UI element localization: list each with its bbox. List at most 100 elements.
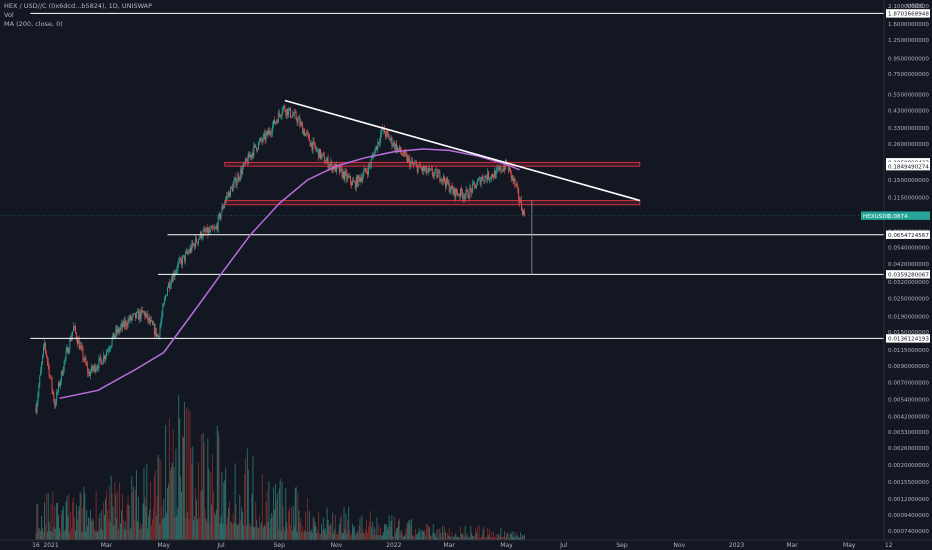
candle-body [90,371,91,376]
candle-body [270,133,272,135]
volume-bar [401,532,403,540]
volume-bar [50,503,52,540]
candle-body [523,210,525,216]
volume-bar [264,526,266,540]
time-tick-label: 12 [885,542,893,549]
volume-bar [429,527,430,540]
candle-body [100,356,102,360]
candle-body [279,114,281,117]
candle-body [522,209,523,215]
candle-body [147,313,149,321]
current-price-bg [861,211,930,220]
candle-body [162,306,164,316]
volume-bar [73,497,75,540]
volume-bar [518,537,520,540]
candle-body [298,118,300,120]
volume-bar [444,531,446,540]
candle-body [448,182,450,192]
time-axis[interactable]: 16 2021 Mar May Jul Sep Nov 2022 Mar May Jul Sep Nov… [32,542,893,549]
candle-body [234,177,236,181]
volume-bar [243,524,244,540]
volume-bar [54,505,56,540]
candle-body [438,171,440,173]
volume-bar [219,523,221,540]
volume-bar [365,529,367,540]
volume-bar [446,532,448,540]
volume-bar [158,458,160,540]
candle-body [381,128,383,135]
volume-bar [241,507,243,540]
candle-body [221,206,223,214]
candle-body [425,166,427,170]
volume-bar [195,488,197,540]
candle-body [249,155,251,158]
volume-bar [281,481,283,540]
volume-bar [176,515,178,540]
candle-body [387,132,389,136]
candle-body [136,311,138,313]
candle-body [367,165,369,175]
candle-body [471,188,473,193]
candle-body [463,196,465,199]
candle-body [296,119,298,123]
volume-bar [410,525,412,540]
candle-body [516,184,518,186]
volume-bar [318,511,320,540]
candle-body [174,273,176,277]
candle-body [160,321,162,327]
candle-body [297,118,299,123]
candle-body [229,192,230,197]
candle-body [437,172,439,178]
volume-bar [481,535,483,540]
volume-bar [64,528,66,540]
candle-body [77,339,79,344]
candle-body [145,314,147,318]
candle-body [40,369,42,376]
candle-body [134,312,136,314]
candle-body [314,142,316,148]
volume-bar [196,499,198,540]
candle-body [273,119,275,126]
volume-bar [87,526,89,540]
volume-bar [66,496,68,540]
volume-bar [205,518,207,540]
volume-bar [359,518,361,540]
candle-body [490,178,491,180]
candle-body [338,166,340,173]
candle-body [66,347,68,352]
volume-bar [284,530,286,540]
volume-bar [392,536,394,540]
volume-bar [145,506,147,540]
candle-body [287,108,289,116]
volume-bar [249,525,251,540]
volume-bar [394,516,396,540]
candle-body [358,175,360,178]
candle-body [435,169,437,171]
candle-body [492,176,494,178]
time-tick-label: Mar [444,542,456,549]
candle-body [74,326,76,333]
volume-bar [259,515,260,540]
volume-bar [417,532,419,540]
candle-body [280,115,282,117]
volume-bar [421,529,423,540]
volume-bar [276,493,278,540]
volume-bar [110,475,112,540]
volume-bar [295,486,297,540]
candle-body [146,313,148,315]
volume-bar [35,533,37,540]
volume-bar [486,537,488,540]
volume-bar [476,525,478,540]
volume-bar [101,510,103,540]
legend-volume[interactable]: Vol [4,11,14,19]
volume-bar [251,494,253,540]
legend-symbol[interactable]: HEX / USD//C (0x6dcd...b5824), 1D, UNISW… [4,2,153,10]
volume-bar [177,507,179,540]
volume-bar [94,531,96,540]
volume-bar [120,523,121,540]
volume-bar [134,519,136,540]
candle-body [393,142,395,146]
legend-ma[interactable]: MA (200, close, 0) [4,20,63,28]
candle-body [105,355,106,359]
